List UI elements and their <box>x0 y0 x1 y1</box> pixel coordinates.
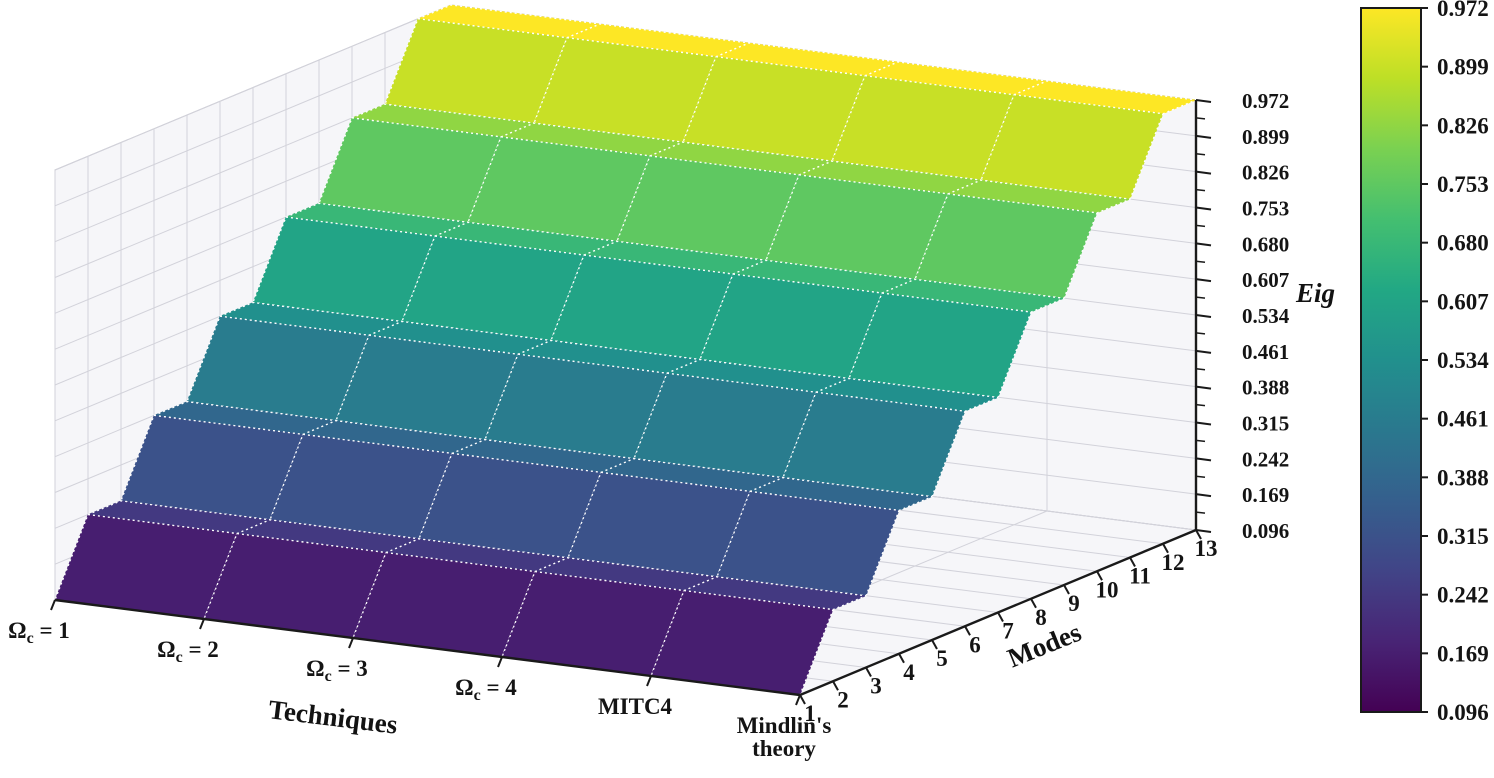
colorbar-gradient <box>1360 7 1422 713</box>
y-tick-label: 8 <box>1035 605 1047 630</box>
colorbar-tick-label: 0.826 <box>1437 113 1489 138</box>
x-tick-label: Ωc = 3 <box>306 656 368 685</box>
z-tick-label: 0.169 <box>1242 483 1289 507</box>
y-tick-label: 10 <box>1096 577 1119 602</box>
colorbar: 0.972 0.899 0.826 0.753 0.680 0.607 0.534 0.461… <box>1360 0 1489 725</box>
z-tick-label: 0.972 <box>1242 89 1289 113</box>
z-tick-label: 0.315 <box>1242 412 1289 436</box>
colorbar-tick-label: 0.169 <box>1437 641 1489 666</box>
z-tick-label: 0.461 <box>1242 340 1289 364</box>
x-tick-label: Mindlin's theory <box>737 713 832 761</box>
z-tick-label: 0.607 <box>1242 268 1289 292</box>
colorbar-tick-label: 0.388 <box>1437 465 1489 490</box>
x-tick-label: Ωc = 4 <box>455 675 517 704</box>
x-axis <box>54 598 801 697</box>
z-tick-label: 0.096 <box>1242 519 1289 543</box>
surface <box>54 4 1198 696</box>
y-tick-label: 12 <box>1162 550 1185 575</box>
y-tick-label: 4 <box>903 660 915 685</box>
y-tick-label: 5 <box>936 646 948 671</box>
colorbar-tick-label: 0.315 <box>1437 524 1489 549</box>
colorbar-tick-label: 0.461 <box>1437 407 1489 432</box>
y-tick-label: 6 <box>969 632 981 657</box>
z-tick-label: 0.242 <box>1242 447 1289 471</box>
colorbar-tick-label: 0.680 <box>1437 231 1489 256</box>
y-tick-label: 9 <box>1068 591 1080 616</box>
colorbar-tick-label: 0.242 <box>1437 583 1489 608</box>
x-tick-label: MITC4 <box>598 694 673 719</box>
z-tick-label: 0.388 <box>1242 376 1289 400</box>
y-tick-label: 7 <box>1002 619 1014 644</box>
tick-labels: Ωc = 1 Ωc = 2 Ωc = 3 Ωc = 4 MITC4 Mindlin's th… <box>8 89 1290 761</box>
y-tick-label: 2 <box>837 687 849 712</box>
y-tick-label: 13 <box>1195 536 1218 561</box>
z-axis-title: Eig <box>1296 278 1336 308</box>
y-tick-label: 3 <box>870 674 882 699</box>
z-tick-label: 0.826 <box>1242 161 1289 185</box>
colorbar-tick-label: 0.753 <box>1437 172 1489 197</box>
z-tick-label: 0.534 <box>1242 304 1290 328</box>
x-tick-label: Ωc = 1 <box>8 618 70 647</box>
z-tick-label: 0.680 <box>1242 232 1289 256</box>
z-tick-label: 0.753 <box>1242 197 1289 221</box>
y-tick-label: 1 <box>804 701 816 726</box>
colorbar-tick-label: 0.534 <box>1437 348 1489 373</box>
colorbar-tick-label: 0.972 <box>1437 0 1489 21</box>
x-tick-label: Ωc = 2 <box>157 637 219 666</box>
z-tick-label: 0.899 <box>1242 125 1289 149</box>
colorbar-tick-label: 0.096 <box>1437 700 1489 725</box>
colorbar-tick-label: 0.607 <box>1437 289 1489 314</box>
y-tick-label: 11 <box>1129 564 1151 589</box>
colorbar-tick-label: 0.899 <box>1437 55 1489 80</box>
